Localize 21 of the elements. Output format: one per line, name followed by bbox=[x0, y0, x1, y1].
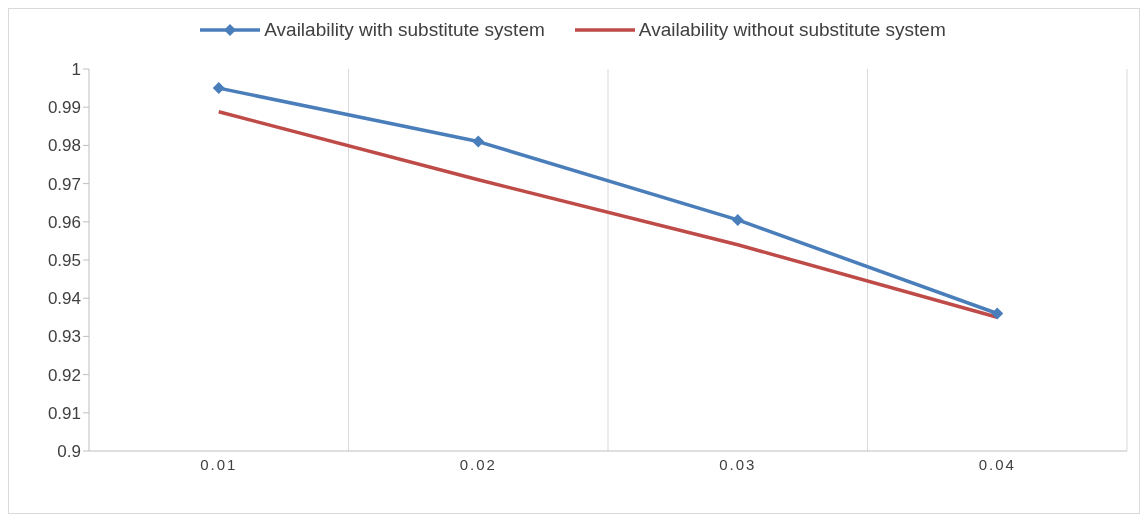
x-tick-label: 0.02 bbox=[459, 455, 497, 473]
x-tick-label: 0.03 bbox=[719, 455, 757, 473]
y-tick-label: 0.98 bbox=[47, 136, 81, 156]
x-tick-label: 0.04 bbox=[978, 455, 1016, 473]
y-tick-label: 0.97 bbox=[47, 174, 81, 194]
y-tick-label: 0.91 bbox=[47, 403, 81, 423]
y-tick-label: 0.95 bbox=[47, 251, 81, 271]
x-tick-label: 0.01 bbox=[200, 455, 238, 473]
y-tick-label: 0.92 bbox=[47, 365, 81, 385]
y-tick-label: 0.9 bbox=[57, 442, 81, 462]
point bbox=[991, 307, 1004, 320]
y-tick-label: 0.96 bbox=[47, 212, 81, 232]
point bbox=[212, 82, 225, 95]
point bbox=[472, 135, 485, 148]
y-tick-label: 1 bbox=[71, 60, 81, 80]
legend-label: Availability with substitute system bbox=[263, 19, 545, 41]
y-tick-label: 0.99 bbox=[47, 98, 81, 118]
y-tick-label: 0.93 bbox=[47, 327, 81, 347]
legend-label: Availability without substitute system bbox=[637, 19, 946, 41]
point bbox=[731, 213, 744, 226]
y-tick-label: 0.94 bbox=[47, 289, 81, 309]
